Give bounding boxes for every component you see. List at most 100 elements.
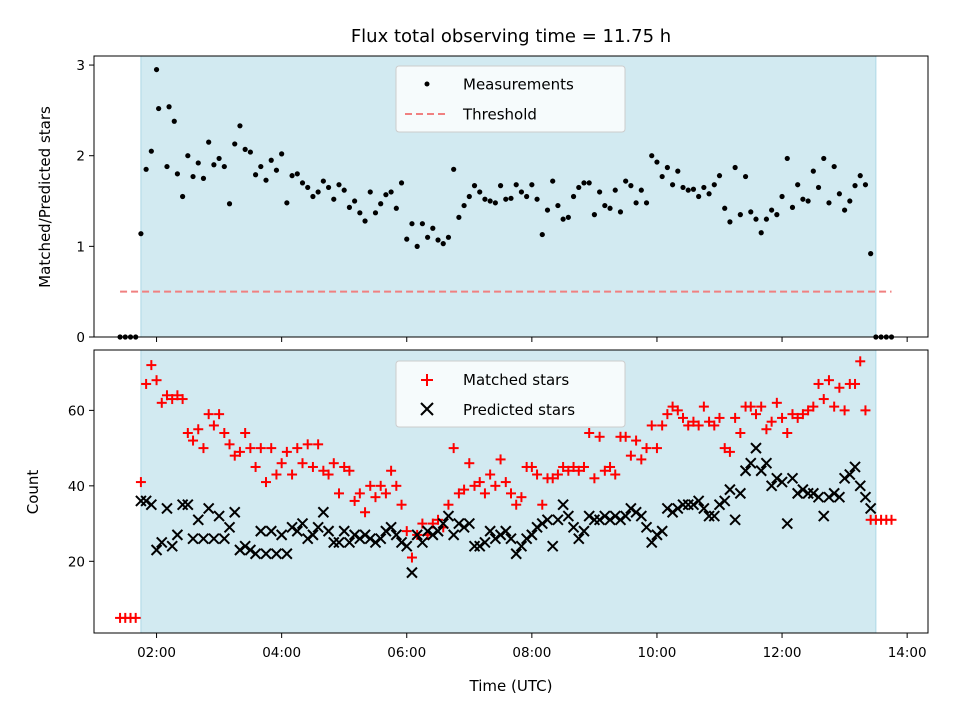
predicted-star-point [541, 514, 554, 526]
measurement-point [247, 149, 253, 155]
measurement-point [325, 184, 332, 191]
predicted-star-point [385, 521, 397, 534]
measurement-point [216, 155, 222, 162]
measurement-point [784, 155, 790, 162]
matched-star-point [552, 469, 563, 480]
x-tick-label: 14:00 [888, 645, 927, 661]
predicted-star-point [140, 495, 152, 507]
measurement-point [868, 251, 874, 257]
matched-star-point [506, 488, 516, 499]
matched-star-point [547, 473, 558, 484]
predicted-star-point [630, 506, 642, 518]
predicted-star-point [458, 521, 470, 534]
predicted-star-point [692, 495, 705, 507]
matched-star-point [672, 405, 683, 416]
x-tick-label: 04:00 [262, 645, 301, 661]
measurement-point [445, 234, 452, 240]
measurement-point [378, 201, 384, 207]
matched-star-point [797, 409, 808, 420]
matched-star-point [500, 477, 511, 488]
predicted-star-point [244, 544, 257, 556]
y-tick-label: 40 [68, 479, 85, 495]
matched-star-point [365, 480, 376, 491]
measurement-point [190, 173, 196, 180]
matched-star-point [886, 514, 897, 525]
predicted-star-point [364, 532, 376, 545]
measurement-point [742, 173, 749, 180]
measurement-point [826, 200, 832, 206]
predicted-star-point [724, 483, 736, 496]
matched-star-point [156, 397, 167, 408]
matched-star-point [662, 409, 673, 420]
top-panel: 0 1 2 3 Matched/Predicted stars Measurement… [36, 55, 929, 346]
matched-star-point [735, 428, 746, 439]
measurement-point [602, 202, 608, 209]
predicted-star-point [505, 532, 517, 545]
matched-star-point [526, 461, 537, 472]
measurement-point [544, 207, 551, 213]
predicted-star-point [213, 510, 225, 522]
predicted-star-point [223, 521, 236, 534]
matched-star-point [787, 409, 798, 420]
measurement-point [633, 200, 639, 206]
measurement-point [659, 173, 665, 180]
measurement-point [435, 237, 441, 243]
measurement-point [753, 216, 759, 222]
matched-star-point [855, 356, 866, 367]
matched-star-point [803, 405, 814, 416]
matched-star-point [610, 469, 621, 480]
predicted-star-point [750, 442, 762, 454]
matched-star-point [808, 401, 819, 412]
matched-star-point [193, 424, 204, 435]
x-axis-label: Time (UTC) [469, 677, 553, 695]
matched-star-point [750, 409, 761, 420]
predicted-star-point [765, 480, 778, 492]
predicted-star-point [401, 540, 413, 552]
matched-star-point [756, 401, 767, 412]
predicted-stars-legend-marker [420, 402, 434, 416]
matched-star-point [568, 461, 579, 472]
measurement-point [336, 182, 342, 188]
predicted-star-point [354, 532, 366, 545]
predicted-star-point [781, 517, 793, 530]
matched-star-point [563, 465, 574, 476]
predicted-star-point [437, 517, 449, 530]
matched-star-point [307, 461, 318, 472]
predicted-star-point [515, 540, 528, 552]
measurement-point [171, 118, 177, 124]
measurement-point [393, 205, 399, 211]
measurement-point [847, 198, 853, 204]
matched-star-point [850, 378, 861, 389]
measurement-point [821, 155, 827, 162]
matched-star-point [558, 461, 569, 472]
measurement-point [456, 214, 462, 220]
matched-star-point [678, 412, 689, 423]
predicted-star-point [838, 472, 851, 485]
predicted-star-point [646, 536, 658, 549]
measurement-point [164, 163, 170, 170]
predicted-star-point [416, 536, 429, 549]
measurement-point [716, 173, 723, 179]
predicted-star-point [463, 517, 476, 530]
matched-star-point [771, 397, 782, 408]
top-x-ticks [156, 337, 908, 342]
measurement-point [237, 123, 243, 129]
measurement-point [680, 184, 686, 191]
measurement-point [732, 164, 738, 171]
matched-star-point [433, 514, 444, 525]
matched-star-point [641, 443, 652, 454]
predicted-star-point [812, 491, 825, 503]
measurement-point [769, 207, 775, 213]
predicted-star-point [823, 491, 835, 503]
predicted-star-point [818, 510, 830, 522]
predicted-star-point [150, 544, 163, 556]
matched-star-point [620, 431, 631, 442]
measurement-point [565, 214, 571, 220]
matched-star-point [255, 443, 266, 454]
measurement-point [166, 104, 172, 110]
predicted-star-point [270, 548, 283, 560]
predicted-star-point [494, 529, 507, 541]
predicted-star-point [442, 510, 455, 522]
measurement-point [586, 180, 592, 186]
predicted-star-point [682, 498, 694, 511]
